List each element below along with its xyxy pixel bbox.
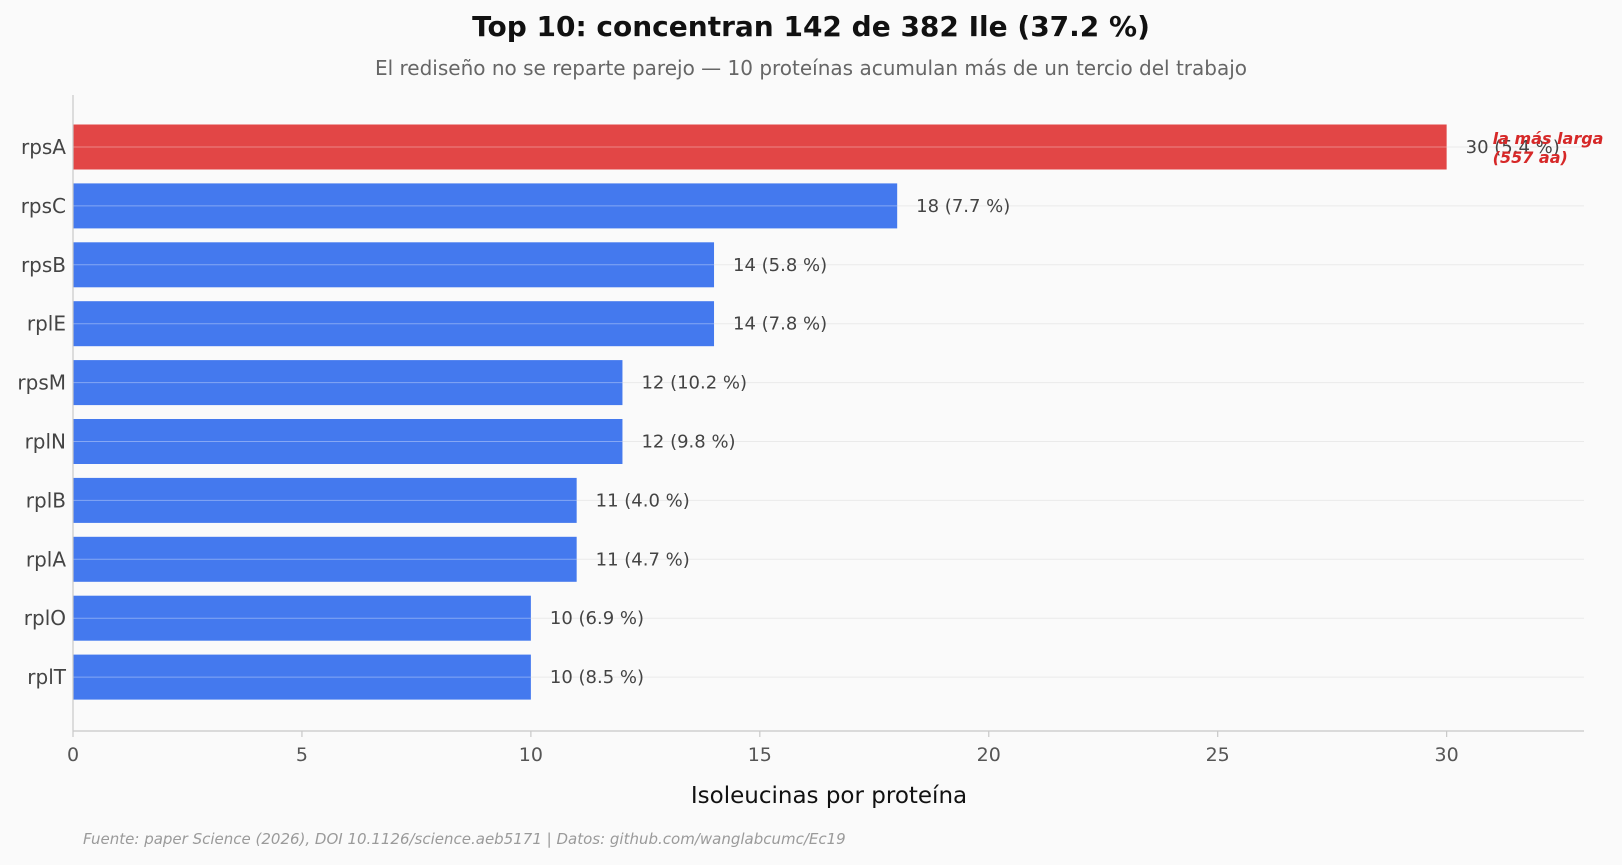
- bar-rplN: [73, 419, 623, 464]
- category-label: rplB: [26, 488, 66, 512]
- category-label: rplN: [25, 430, 66, 454]
- bar-rpsM: [73, 360, 623, 406]
- x-tick-label: 15: [748, 744, 772, 766]
- annotation-line: (557 aa): [1493, 148, 1568, 167]
- value-label: 18 (7.7 %): [916, 196, 1010, 217]
- bar-rpsC: [73, 183, 898, 229]
- bar-rplE: [73, 301, 715, 347]
- value-label: 12 (9.8 %): [641, 432, 735, 453]
- bar-rpsB: [73, 242, 715, 288]
- category-label: rpsA: [21, 135, 66, 159]
- value-label: 30 (5.4 %): [1466, 137, 1560, 158]
- value-label: 10 (6.9 %): [550, 608, 644, 629]
- x-tick-label: 5: [296, 744, 308, 766]
- bars: [73, 124, 1447, 700]
- annotation-line: la más larga: [1493, 129, 1604, 148]
- bar-rplT: [73, 654, 531, 700]
- bar-rplO: [73, 595, 531, 641]
- category-label: rplO: [24, 606, 66, 630]
- value-label: 11 (4.7 %): [596, 549, 690, 570]
- bar-rplB: [73, 477, 577, 523]
- category-label: rplT: [27, 665, 66, 689]
- category-label: rplA: [26, 547, 66, 571]
- x-axis-title: Isoleucinas por proteína: [691, 783, 967, 809]
- value-label: 14 (7.8 %): [733, 314, 827, 335]
- value-label: 10 (8.5 %): [550, 667, 644, 688]
- annotation: la más larga(557 aa): [1493, 129, 1604, 167]
- category-label: rpsC: [21, 194, 66, 218]
- bar-rpsA: [73, 124, 1447, 170]
- x-tick-label: 20: [977, 744, 1001, 766]
- x-tick-labels: 0 5 10 15 20 25 30: [67, 744, 1459, 766]
- bar-rplA: [73, 536, 577, 582]
- chart-title: Top 10: concentran 142 de 382 Ile (37.2 …: [472, 10, 1150, 43]
- value-label: 12 (10.2 %): [641, 373, 747, 394]
- category-label: rpsB: [21, 253, 66, 277]
- x-tick-label: 0: [67, 744, 79, 766]
- value-label: 11 (4.0 %): [596, 490, 690, 511]
- category-label: rpsM: [17, 371, 66, 395]
- x-tick-label: 10: [519, 744, 543, 766]
- value-labels: 30 (5.4 %) 18 (7.7 %) 14 (5.8 %) 14 (7.8 %)…: [550, 137, 1560, 688]
- source-note: Fuente: paper Science (2026), DOI 10.112…: [83, 830, 846, 848]
- x-tick-label: 25: [1206, 744, 1230, 766]
- chart-subtitle: El rediseño no se reparte parejo — 10 pr…: [374, 56, 1248, 80]
- value-label: 14 (5.8 %): [733, 255, 827, 276]
- category-labels: rpsA rpsC rpsB rplE rpsM rplN rplB rplA rplO rplT: [17, 135, 66, 689]
- category-label: rplE: [27, 312, 66, 336]
- x-tick-label: 30: [1435, 744, 1459, 766]
- axes: [72, 95, 1584, 737]
